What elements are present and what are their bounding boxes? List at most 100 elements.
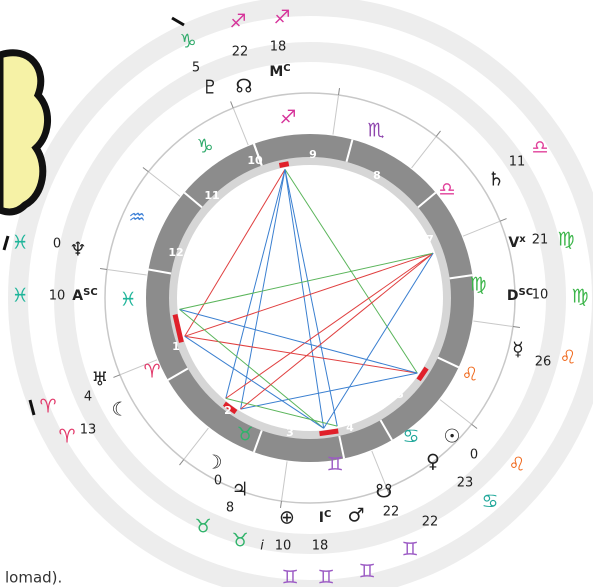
angle-sup: SC xyxy=(83,287,98,298)
planet-glyph: ⊕ xyxy=(279,507,295,529)
house-number: 5 xyxy=(396,388,404,401)
chart-wheel: ♐♏♎♍♌♋♊♉♈♓♒♑987654321121110♑♐♐♎♍♍♌♌♋♊♊♊♊… xyxy=(0,0,593,587)
outer-sign: ♈ xyxy=(39,396,56,418)
tick xyxy=(100,268,107,269)
planet-glyph: ♂ xyxy=(347,505,364,527)
degree: 21 xyxy=(532,233,549,248)
sign-glyph: ♈ xyxy=(143,361,160,383)
planet-glyph: ☋ xyxy=(376,481,393,503)
angle-main: V xyxy=(508,235,519,251)
outer-sign: ♑ xyxy=(179,31,196,53)
degree: 22 xyxy=(232,45,249,60)
degree: 23 xyxy=(457,476,474,491)
tick xyxy=(472,424,478,428)
angle-label: MC xyxy=(269,63,290,80)
outer-sign: ♉ xyxy=(231,530,248,552)
sign-glyph: ♌ xyxy=(461,364,478,386)
angle-label: Vx xyxy=(508,234,526,251)
sign-glyph: ♊ xyxy=(326,454,343,476)
planet-marker xyxy=(279,164,288,166)
planet-glyph: ♇ xyxy=(201,77,218,99)
degree: 11 xyxy=(509,155,526,170)
degree: 22 xyxy=(383,505,400,520)
outer-sign: ♌ xyxy=(559,347,576,369)
house-number: 9 xyxy=(309,148,317,161)
angle-sup: SC xyxy=(519,287,534,298)
tick xyxy=(143,167,149,171)
degree: 0 xyxy=(470,448,478,463)
house-number: 7 xyxy=(426,233,434,246)
sign-glyph: ♓ xyxy=(119,289,136,311)
outer-sign: ♍ xyxy=(571,286,588,308)
degree: 26 xyxy=(535,355,552,370)
outer-sign: ♍ xyxy=(557,229,574,251)
sign-glyph: ♉ xyxy=(236,424,253,446)
tick xyxy=(513,327,520,328)
tick xyxy=(179,460,183,466)
caption: lomad). xyxy=(5,569,62,587)
planet-glyph: ♅ xyxy=(91,369,108,391)
outer-sign: ♋ xyxy=(481,491,498,513)
house-number: 3 xyxy=(286,426,294,439)
planet-glyph: ♃ xyxy=(231,479,248,501)
house-number: 12 xyxy=(168,246,183,259)
sign-glyph: ♐ xyxy=(279,107,296,129)
marker: i xyxy=(260,539,264,554)
house-number: 8 xyxy=(373,169,381,182)
planet-glyph: ♆ xyxy=(69,239,86,261)
decorative-cloud xyxy=(0,53,48,212)
angle-main: A xyxy=(72,288,83,304)
degree: 10 xyxy=(532,288,549,303)
degree: 22 xyxy=(422,515,439,530)
house-number: 4 xyxy=(346,421,354,434)
sign-glyph: ♋ xyxy=(402,426,419,448)
outer-sign: ♊ xyxy=(317,567,334,587)
outer-sign: ♊ xyxy=(281,567,298,587)
angle-label: ASC xyxy=(72,287,97,304)
outer-sign: ♌ xyxy=(508,454,525,476)
angle-sup: x xyxy=(519,234,526,245)
sign-glyph: ♏ xyxy=(367,120,384,142)
degree: 13 xyxy=(80,423,97,438)
outer-sign: ♈ xyxy=(58,426,75,448)
house-number: 2 xyxy=(224,404,232,417)
planet-glyph: ☿ xyxy=(512,339,524,361)
degree: 0 xyxy=(214,474,222,489)
degree: 10 xyxy=(49,289,66,304)
outer-sign: ♉ xyxy=(194,516,211,538)
planet-glyph: ♀ xyxy=(426,451,440,473)
degree: 4 xyxy=(84,390,92,405)
outer-sign: ♎ xyxy=(531,137,548,159)
degree: 18 xyxy=(270,40,287,55)
angle-label: DSC xyxy=(507,287,533,304)
house-number: 1 xyxy=(172,340,180,353)
outer-sign: ♐ xyxy=(229,11,246,33)
degree: 10 xyxy=(275,539,292,554)
outer-sign: ♓ xyxy=(11,232,28,254)
house-number: 10 xyxy=(247,154,263,167)
planet-marker xyxy=(319,431,338,434)
outer-sign: ♐ xyxy=(273,7,290,29)
sign-glyph: ♎ xyxy=(438,179,455,201)
tick xyxy=(500,219,506,222)
degree: 18 xyxy=(312,539,329,554)
tick xyxy=(339,88,340,95)
sign-glyph: ♑ xyxy=(196,136,213,158)
outer-sign: ♓ xyxy=(11,285,28,307)
cusp-tick xyxy=(172,18,184,25)
outer-sign: ♊ xyxy=(358,561,375,583)
angle-main: D xyxy=(507,288,519,304)
tick xyxy=(231,101,234,107)
degree: 0 xyxy=(53,237,61,252)
angle-label: IC xyxy=(319,509,332,526)
outer-sign: ♊ xyxy=(401,539,418,561)
degree: 5 xyxy=(192,61,200,76)
tick xyxy=(113,375,119,378)
tick xyxy=(436,131,440,137)
cusp-tick xyxy=(4,236,8,250)
planet-glyph: ☾ xyxy=(111,399,128,421)
degree: 8 xyxy=(226,501,234,516)
angle-main: M xyxy=(269,64,283,80)
angle-sup: C xyxy=(324,509,331,520)
sign-glyph: ♍ xyxy=(469,274,486,296)
